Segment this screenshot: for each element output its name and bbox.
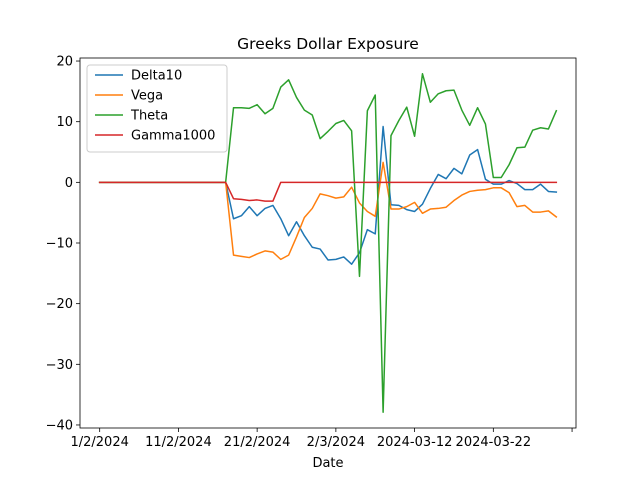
x-tick-label: 2024-03-22 (456, 435, 532, 450)
y-tick-label: 0 (65, 176, 73, 191)
series-line-gamma1000 (98, 181, 558, 202)
y-tick-label: 20 (56, 55, 73, 70)
y-tick-label: −20 (46, 297, 73, 312)
legend-label: Vega (131, 89, 163, 104)
x-tick-label: 2024-03-12 (377, 435, 453, 450)
x-axis-ticks: 1/2/2024 11/2/2024 21/2/2024 2/3/2024 2024-0… (70, 428, 573, 450)
y-tick-label: −10 (46, 237, 73, 252)
y-axis-ticks: 20 10 0 −10 −20 −30 −40 (46, 55, 80, 433)
y-tick-label: −30 (46, 358, 73, 373)
legend[interactable]: Delta10 Vega Theta Gamma1000 (86, 64, 228, 153)
x-axis-label: Date (312, 456, 343, 471)
legend-label: Gamma1000 (131, 129, 215, 144)
x-tick-label: 2/3/2024 (307, 435, 365, 450)
y-tick-label: 10 (56, 115, 73, 130)
legend-label: Theta (130, 109, 168, 124)
x-tick-label: 21/2/2024 (224, 435, 291, 450)
legend-item-delta10[interactable]: Delta10 (95, 69, 182, 84)
chart-title: Greeks Dollar Exposure (237, 35, 419, 53)
legend-item-theta[interactable]: Theta (95, 109, 168, 124)
legend-box (86, 64, 228, 153)
legend-label: Delta10 (131, 69, 182, 84)
x-tick-label: 1/2/2024 (70, 435, 128, 450)
legend-item-gamma1000[interactable]: Gamma1000 (95, 129, 215, 144)
legend-item-vega[interactable]: Vega (95, 89, 163, 104)
x-tick-label: 11/2/2024 (145, 435, 212, 450)
series-lines (98, 73, 558, 413)
y-tick-label: −40 (46, 418, 73, 433)
